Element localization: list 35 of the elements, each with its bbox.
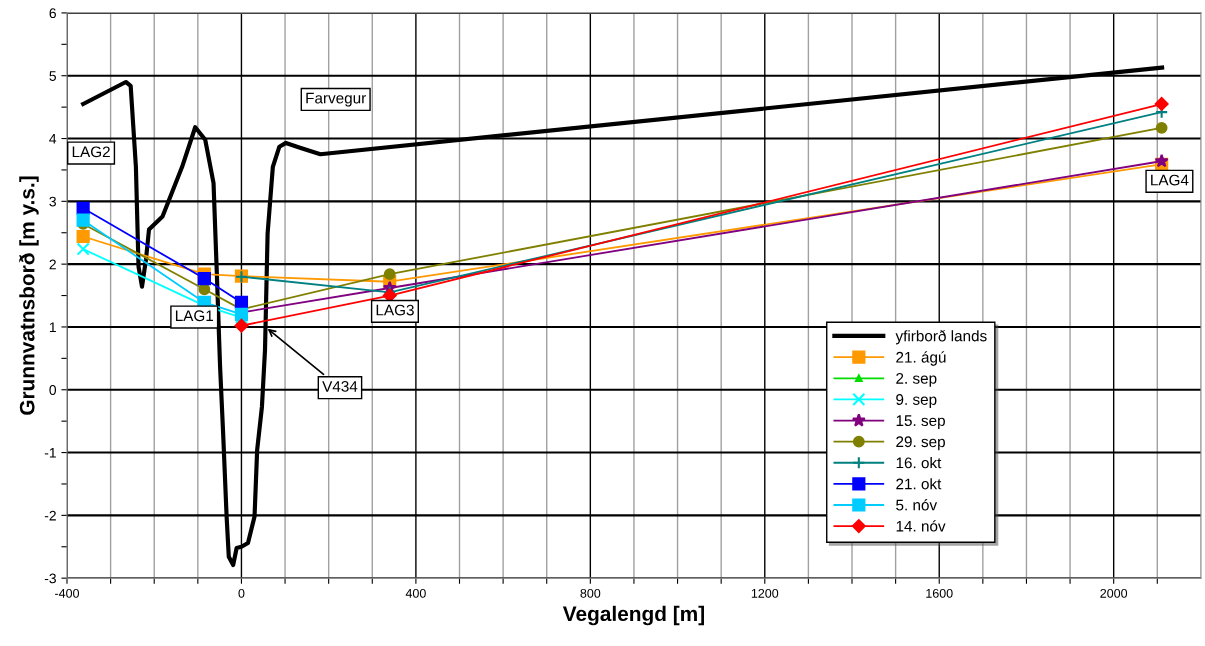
y-tick-label: 2 bbox=[49, 259, 56, 270]
x-tick-label: 1200 bbox=[751, 588, 779, 598]
x-tick-label: 400 bbox=[405, 588, 426, 598]
legend-label: yfirborð lands bbox=[895, 329, 987, 345]
legend-label: 2. sep bbox=[896, 372, 937, 387]
annotation: LAG1 bbox=[175, 310, 214, 322]
y-tick-label: 5 bbox=[49, 71, 56, 81]
y-tick-label: -2 bbox=[44, 510, 56, 521]
annotation: Farvegur bbox=[306, 92, 366, 107]
x-tick-label: 0 bbox=[238, 588, 245, 598]
legend-label: 15. sep bbox=[896, 415, 945, 430]
annotation: LAG2 bbox=[72, 146, 110, 158]
annotation: V434 bbox=[322, 380, 358, 392]
y-tick-label: 1 bbox=[49, 322, 56, 332]
x-tick-label: 2000 bbox=[1100, 588, 1128, 598]
legend-label: 16. okt bbox=[896, 457, 942, 469]
legend-label: 29. sep bbox=[896, 436, 945, 451]
x-axis-title: Vegalengd [m] bbox=[562, 605, 704, 626]
y-tick-label: 0 bbox=[49, 385, 57, 395]
x-tick-label: 800 bbox=[580, 588, 601, 598]
y-tick-label: 3 bbox=[49, 196, 56, 207]
y-tick-label: 6 bbox=[49, 8, 56, 19]
annotation: LAG3 bbox=[376, 304, 414, 316]
legend-label: 9. sep bbox=[896, 394, 937, 408]
y-tick-label: -1 bbox=[44, 448, 56, 458]
y-tick-label: 4 bbox=[49, 134, 57, 144]
legend-label: 21. ágú bbox=[896, 351, 946, 366]
y-tick-label: -3 bbox=[44, 573, 56, 584]
legend-label: 5. nóv bbox=[896, 499, 938, 511]
x-tick-label: 1600 bbox=[926, 588, 953, 598]
y-axis-title: Grunnvatnsborð [m y.s.] bbox=[19, 176, 39, 415]
legend-label: 21. okt bbox=[896, 478, 942, 490]
legend-label: 14. nóv bbox=[896, 520, 946, 532]
x-tick-label: -400 bbox=[55, 588, 80, 598]
annotation: LAG4 bbox=[1151, 174, 1189, 186]
